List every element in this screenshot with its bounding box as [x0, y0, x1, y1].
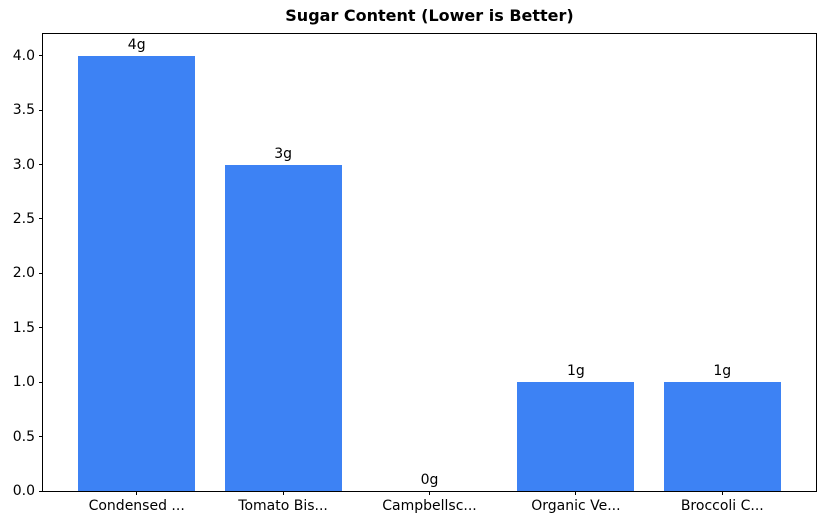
y-tick-label: 2.0	[13, 264, 35, 282]
y-tick-mark	[39, 382, 43, 383]
y-tick-mark	[39, 327, 43, 328]
bar-value-label: 1g	[536, 363, 616, 379]
y-tick-label: 4.0	[13, 47, 35, 65]
y-tick-label: 3.5	[13, 101, 35, 119]
y-tick-label: 3.0	[13, 156, 35, 174]
bar-value-label: 0g	[390, 472, 470, 488]
bar-value-label: 3g	[243, 146, 323, 162]
bar	[78, 56, 195, 491]
chart-title: Sugar Content (Lower is Better)	[42, 6, 817, 26]
y-tick-label: 1.0	[13, 373, 35, 391]
x-tick-mark	[136, 491, 137, 495]
y-tick-label: 0.0	[13, 482, 35, 500]
bar	[517, 382, 634, 491]
y-tick-mark	[39, 164, 43, 165]
x-tick-label: Condensed ...	[57, 498, 217, 515]
x-tick-mark	[722, 491, 723, 495]
x-tick-label: Organic Ve...	[496, 498, 656, 515]
y-tick-label: 2.5	[13, 210, 35, 228]
y-tick-mark	[39, 436, 43, 437]
y-tick-label: 0.5	[13, 428, 35, 446]
x-tick-mark	[429, 491, 430, 495]
x-tick-mark	[575, 491, 576, 495]
y-tick-mark	[39, 273, 43, 274]
bar-value-label: 1g	[682, 363, 762, 379]
bar-value-label: 4g	[97, 37, 177, 53]
y-tick-mark	[39, 218, 43, 219]
x-tick-label: Campbellsc...	[350, 498, 510, 515]
x-tick-label: Broccoli C...	[642, 498, 802, 515]
x-tick-label: Tomato Bis...	[203, 498, 363, 515]
x-tick-mark	[283, 491, 284, 495]
y-tick-mark	[39, 110, 43, 111]
bar	[225, 165, 342, 491]
plot-area: 0.00.51.01.52.02.53.03.54.04gCondensed .…	[42, 33, 817, 492]
y-tick-mark	[39, 491, 43, 492]
bar	[664, 382, 781, 491]
y-tick-mark	[39, 55, 43, 56]
y-tick-label: 1.5	[13, 319, 35, 337]
figure: Sugar Content (Lower is Better) 0.00.51.…	[0, 0, 826, 528]
